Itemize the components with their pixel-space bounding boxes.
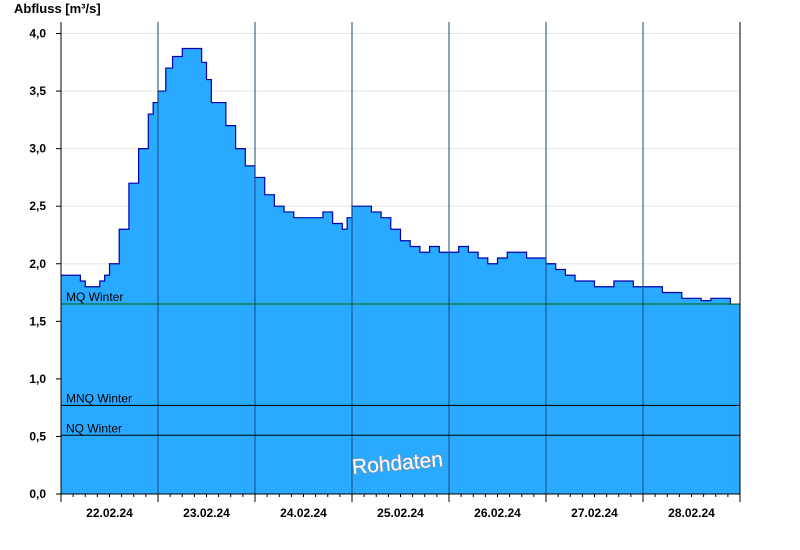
reference-line-label: NQ Winter [66,421,122,435]
y-tick-label: 1,0 [29,372,46,386]
x-tick-label: 23.02.24 [183,506,230,520]
x-tick-label: 24.02.24 [280,506,327,520]
y-axis-label: Abfluss [m³/s] [14,1,101,16]
y-tick-label: 1,5 [29,314,46,328]
reference-line-label: MNQ Winter [66,391,132,405]
x-tick-label: 28.02.24 [668,506,715,520]
y-tick-label: 0,5 [29,429,46,443]
x-tick-label: 22.02.24 [86,506,133,520]
x-tick-label: 27.02.24 [571,506,618,520]
reference-line-label: MQ Winter [66,290,123,304]
y-tick-label: 2,5 [29,199,46,213]
y-tick-label: 3,0 [29,142,46,156]
y-tick-label: 4,0 [29,27,46,41]
y-tick-label: 3,5 [29,84,46,98]
discharge-line [61,47,740,305]
x-tick-label: 25.02.24 [377,506,424,520]
y-tick-label: 0,0 [29,487,46,501]
y-tick-label: 2,0 [29,257,46,271]
discharge-area [61,48,740,494]
x-tick-label: 26.02.24 [474,506,521,520]
